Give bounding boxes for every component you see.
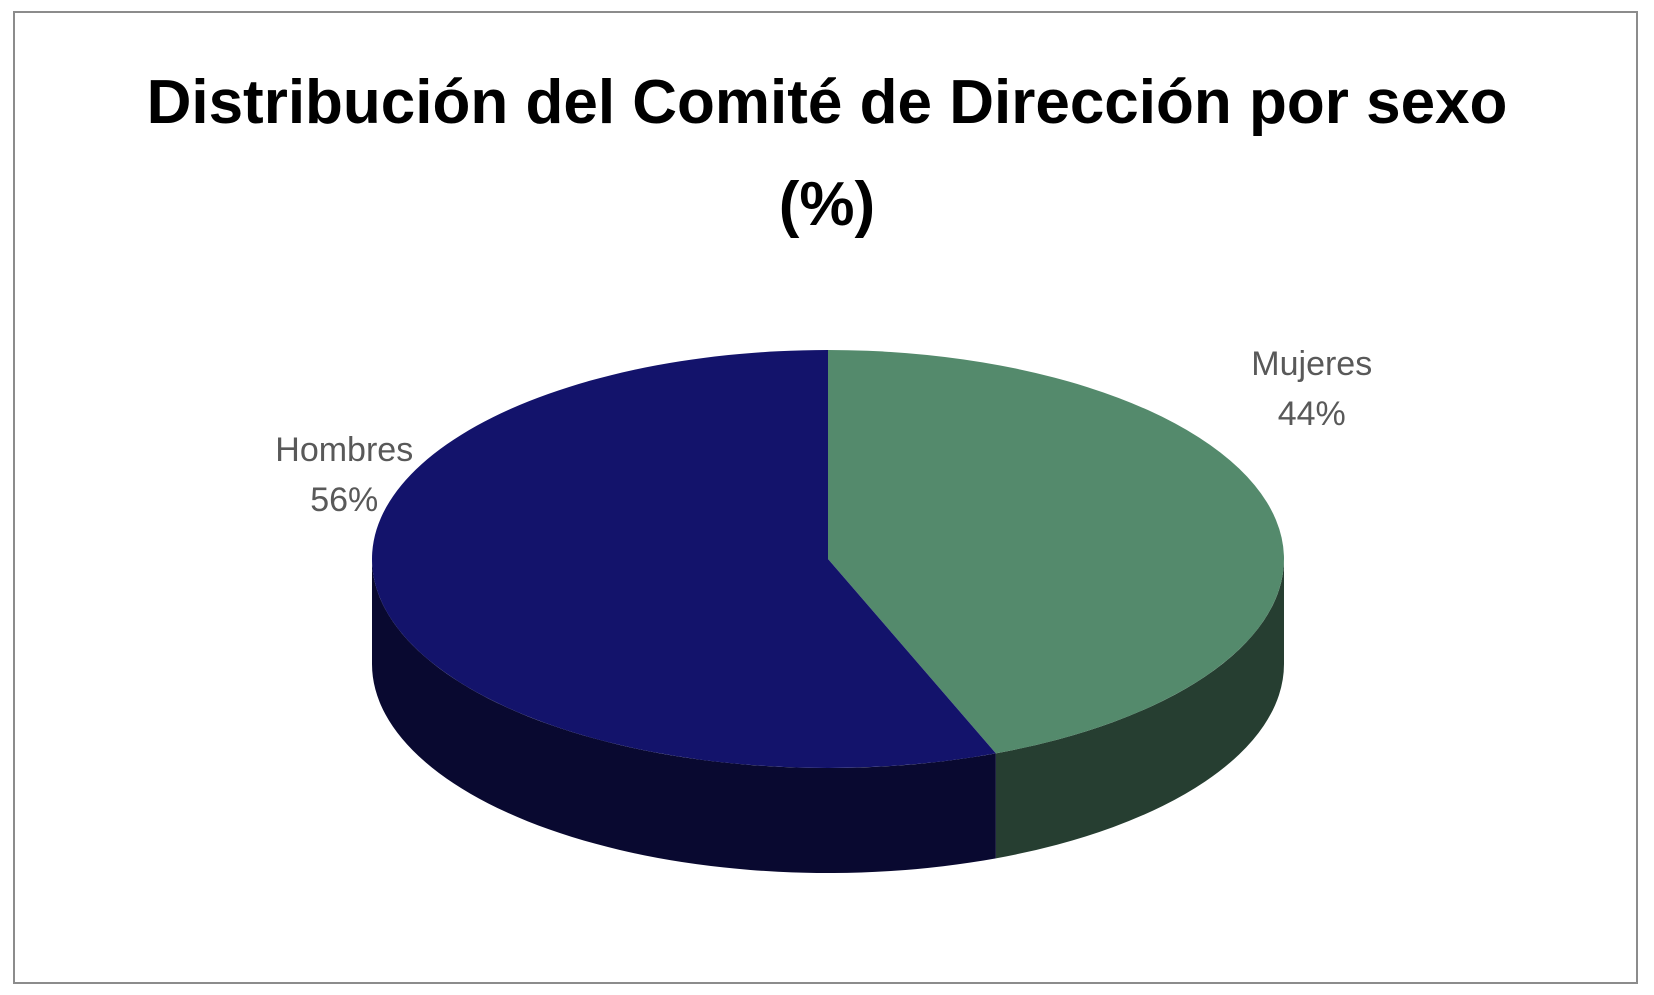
chart-frame (13, 11, 1638, 984)
slice-side (995, 559, 1284, 859)
slice-side (372, 559, 996, 874)
data-label-category: Mujeres (1251, 345, 1372, 383)
slice (828, 350, 1284, 754)
data-label-value: 56% (310, 481, 378, 519)
data-label-value: 44% (1278, 395, 1346, 433)
slice (372, 349, 996, 768)
chart-title: Distribución del Comité de Dirección por… (146, 68, 1508, 239)
data-label-category: Hombres (275, 431, 413, 469)
